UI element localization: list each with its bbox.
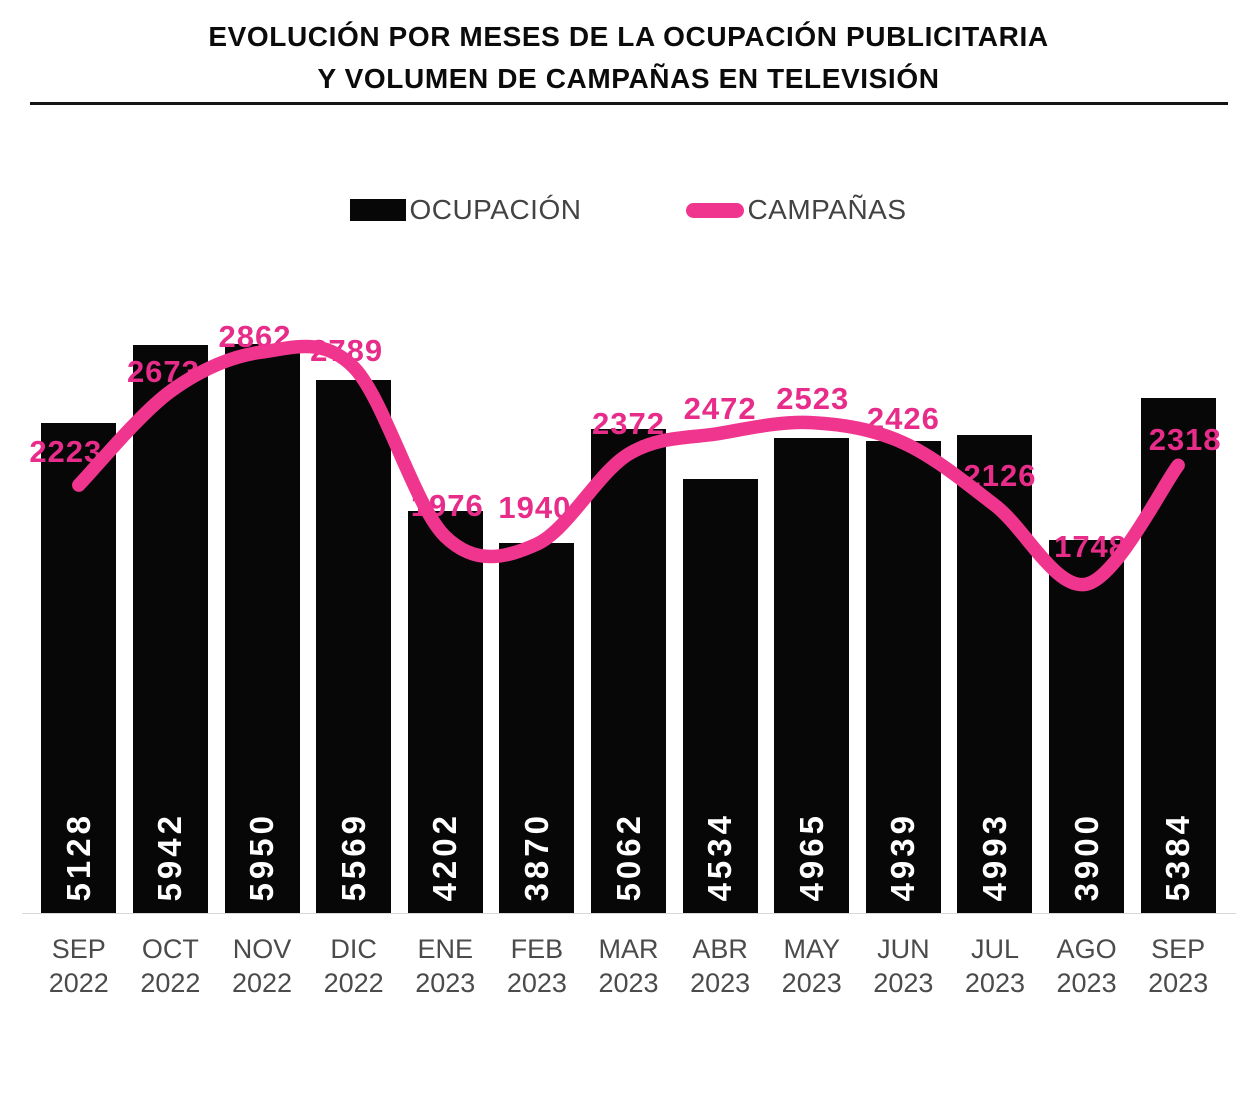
bar-value-label: 5942 <box>151 811 189 901</box>
line-value-label-ene-2023: 1976 <box>410 487 484 523</box>
x-axis-year: 2023 <box>781 968 842 998</box>
legend-label-ocupacion: OCUPACIÓN <box>409 194 582 225</box>
bar-value-label: 4965 <box>792 811 830 901</box>
x-axis-month: MAR <box>598 934 659 964</box>
bar-mar-2023: 5062 <box>591 428 666 913</box>
x-axis-month: NOV <box>232 934 292 964</box>
line-value-label-nov-2022: 2862 <box>218 319 292 354</box>
x-axis-year: 2023 <box>964 968 1025 998</box>
bar-ago-2023: 3900 <box>1049 539 1125 913</box>
x-axis-year: 2023 <box>1056 968 1117 998</box>
legend-label-campanas: CAMPAÑAS <box>747 194 907 225</box>
x-axis-year: 2023 <box>873 968 934 998</box>
x-axis-month: OCT <box>141 934 199 964</box>
bar-oct-2022: 5942 <box>132 344 208 913</box>
line-value-label-sep-2022: 2223 <box>29 434 103 470</box>
chart-title: EVOLUCIÓN POR MESES DE LA OCUPACIÓN PUBL… <box>0 16 1257 100</box>
x-axis-label-jun-2023: JUN 2023 <box>873 932 933 1000</box>
x-axis-year: 2023 <box>1148 968 1209 998</box>
bar-value-label: 5569 <box>334 811 372 901</box>
bar-value-label: 4534 <box>701 811 739 901</box>
campanas-swatch-icon <box>686 202 745 218</box>
x-axis-year: 2022 <box>140 968 201 998</box>
x-axis-month: ENE <box>417 934 474 964</box>
x-axis-label-ago-2023: AGO 2023 <box>1057 932 1117 1000</box>
x-axis-year: 2023 <box>690 968 751 998</box>
line-value-label-may-2023: 2523 <box>776 380 850 416</box>
x-axis-month: DIC <box>330 934 377 964</box>
x-axis-label-dic-2022: DIC 2022 <box>324 932 384 1000</box>
x-axis-label-sep-2023: SEP 2023 <box>1148 932 1208 1000</box>
x-axis-month: SEP <box>1151 934 1206 964</box>
bar-value-label: 5128 <box>59 811 97 901</box>
bar-value-label: 4993 <box>975 811 1013 901</box>
x-axis-year: 2022 <box>48 968 109 998</box>
line-value-label-ago-2023: 1748 <box>1054 529 1128 565</box>
line-value-label-oct-2022: 2673 <box>126 354 200 390</box>
line-value-label-jul-2023: 2126 <box>963 458 1037 494</box>
bar-value-label: 5384 <box>1159 811 1197 901</box>
bar-value-label: 3870 <box>517 811 555 901</box>
x-axis-month: JUL <box>970 934 1019 964</box>
bar-value-label: 4939 <box>884 811 922 901</box>
x-axis-year: 2023 <box>506 968 567 998</box>
bar-may-2023: 4965 <box>774 438 850 913</box>
bar-sep-2023: 5384 <box>1140 398 1216 913</box>
x-axis-label-jul-2023: JUL 2023 <box>965 932 1025 1000</box>
x-axis-year: 2022 <box>323 968 384 998</box>
x-axis-label-mar-2023: MAR 2023 <box>598 932 658 1000</box>
line-value-label-sep-2023: 2318 <box>1148 422 1222 458</box>
line-value-label-abr-2023: 2472 <box>683 391 757 427</box>
x-axis-baseline <box>22 913 1236 914</box>
x-axis-month: FEB <box>510 934 564 964</box>
x-axis-year: 2023 <box>598 968 659 998</box>
bar-value-label: 5950 <box>243 811 281 901</box>
x-axis-label-nov-2022: NOV 2022 <box>232 932 292 1000</box>
bar-feb-2023: 3870 <box>499 542 575 913</box>
x-axis-month: AGO <box>1056 934 1117 964</box>
line-value-label-dic-2022: 2789 <box>310 333 384 369</box>
bar-abr-2023: 4534 <box>682 479 758 913</box>
chart-title-line2: Y VOLUMEN DE CAMPAÑAS EN TELEVISIÓN <box>317 63 940 94</box>
x-axis-month: JUN <box>877 934 930 964</box>
x-axis-month: ABR <box>692 934 748 964</box>
x-axis-label-sep-2022: SEP 2022 <box>49 932 109 1000</box>
legend-item-campanas: CAMPAÑAS <box>686 194 906 226</box>
legend-item-ocupacion: OCUPACIÓN <box>350 194 581 226</box>
chart-title-line1: EVOLUCIÓN POR MESES DE LA OCUPACIÓN PUBL… <box>208 21 1049 52</box>
x-axis-label-may-2023: MAY 2023 <box>782 932 842 1000</box>
bar-value-label: 4202 <box>426 811 464 901</box>
x-axis-year: 2023 <box>415 968 476 998</box>
title-divider <box>30 102 1228 105</box>
x-axis-month: SEP <box>51 934 106 964</box>
x-axis-label-ene-2023: ENE 2023 <box>415 932 475 1000</box>
bar-nov-2022: 5950 <box>224 343 300 913</box>
bar-ene-2023: 4202 <box>407 511 483 913</box>
line-value-label-jun-2023: 2426 <box>866 400 940 436</box>
ocupacion-swatch-icon <box>350 199 407 221</box>
legend: OCUPACIÓN CAMPAÑAS <box>0 194 1257 226</box>
x-axis-month: MAY <box>783 934 840 964</box>
x-axis-year: 2022 <box>231 968 293 998</box>
x-axis-label-oct-2022: OCT 2022 <box>140 932 200 1000</box>
bar-sep-2022: 5128 <box>41 422 117 913</box>
x-axis-label-abr-2023: ABR 2023 <box>690 932 750 1000</box>
bar-dic-2022: 5569 <box>316 380 392 913</box>
bar-value-label: 5062 <box>609 811 647 901</box>
bar-jul-2023: 4993 <box>957 435 1033 913</box>
line-value-label-feb-2023: 1940 <box>498 490 572 526</box>
x-axis-label-feb-2023: FEB 2023 <box>507 932 567 1000</box>
bar-value-label: 3900 <box>1067 811 1105 901</box>
line-value-label-mar-2023: 2372 <box>592 406 665 442</box>
bar-jun-2023: 4939 <box>865 440 941 913</box>
